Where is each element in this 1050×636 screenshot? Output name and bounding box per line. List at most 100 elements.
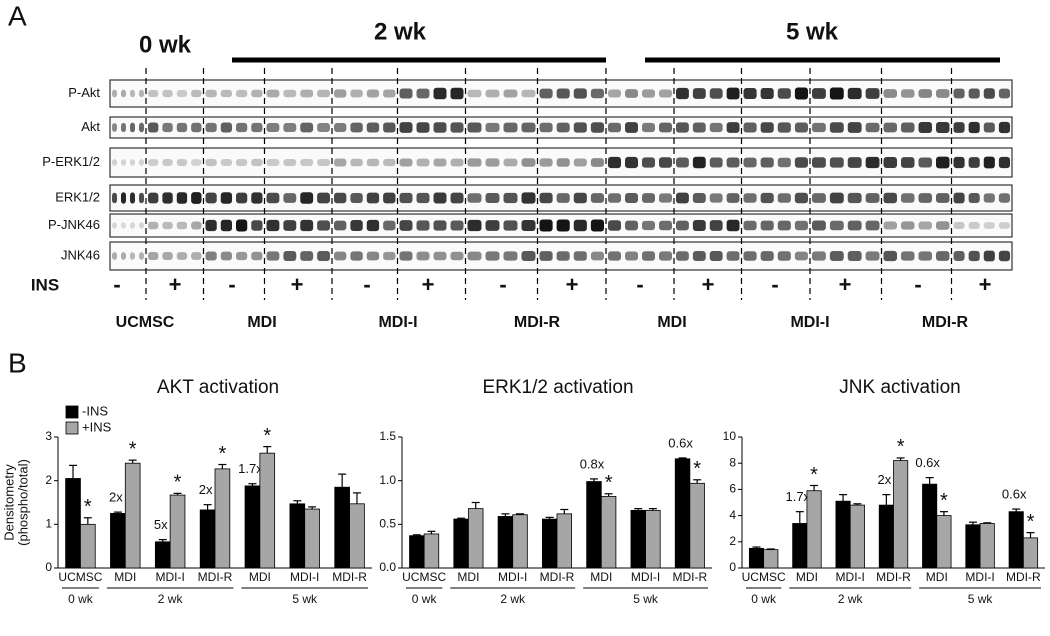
blot-band (573, 251, 587, 261)
x-tick-label: MDI-I (965, 570, 994, 584)
blot-band (709, 250, 723, 262)
y-tick-label: 3 (45, 429, 52, 443)
blot-band (112, 89, 117, 98)
y-tick-label: 1.5 (379, 429, 396, 443)
blot-band (350, 192, 363, 204)
group-label: MDI (657, 314, 686, 331)
blot-band (148, 89, 159, 98)
y-axis-label: (phospho/total) (15, 459, 30, 546)
period-label: 0 wk (412, 592, 438, 606)
blot-band (539, 158, 553, 167)
period-label: 2 wk (838, 592, 864, 606)
blot-band (812, 88, 826, 99)
blot-band (148, 122, 159, 133)
x-tick-label: MDI-I (498, 570, 527, 584)
blot-band (220, 219, 232, 232)
significance-star: * (693, 458, 701, 480)
blot-band (883, 157, 897, 168)
bar (835, 500, 851, 569)
blot-band (847, 157, 862, 168)
blot-band (709, 122, 723, 133)
blot-band (148, 159, 159, 166)
blot-band (266, 122, 280, 133)
blot-band (692, 220, 706, 231)
fold-label: 5x (154, 517, 168, 532)
bar (409, 535, 425, 569)
y-tick-label: 0.0 (379, 560, 396, 574)
blot-band (794, 251, 808, 261)
blot-band (236, 89, 248, 98)
blot-band (983, 156, 995, 169)
group-label: MDI (247, 314, 276, 331)
blot-band (760, 192, 774, 204)
bar (792, 523, 808, 569)
blot-band (251, 158, 263, 167)
blot-band (503, 192, 518, 204)
blot-band (726, 157, 740, 168)
blot-band (205, 122, 217, 133)
blot-band (556, 122, 570, 133)
blot-band (220, 89, 232, 98)
blot-band (608, 156, 621, 169)
blot-band (350, 220, 363, 231)
blot-band (625, 156, 638, 169)
blot-band (139, 89, 144, 98)
bar (600, 495, 617, 569)
blot-band (121, 252, 126, 260)
blot-band (692, 250, 706, 262)
bar (199, 509, 216, 569)
blot-band (503, 251, 518, 261)
blot-band (317, 123, 330, 132)
blot-band (399, 192, 413, 204)
blot-band (901, 251, 915, 261)
blot-band (676, 220, 689, 231)
blot-band (220, 159, 232, 166)
bar (1022, 537, 1039, 569)
bar (124, 462, 141, 569)
blot-band (366, 122, 380, 133)
y-tick-label: 8 (729, 455, 736, 469)
x-tick-label: MDI-I (290, 570, 319, 584)
bar (849, 504, 865, 569)
ins-sign: - (363, 272, 370, 297)
bar (334, 486, 350, 569)
blot-band (642, 157, 655, 168)
blot-band (812, 251, 826, 261)
blot-band (847, 251, 862, 261)
blot-band (794, 192, 808, 204)
significance-star: * (810, 464, 818, 486)
blot-band (205, 251, 217, 261)
y-tick-label: 10 (723, 429, 737, 443)
blot-band (918, 193, 932, 203)
ins-sign: - (113, 272, 120, 297)
blot-band (366, 158, 380, 167)
x-tick-label: MDI-I (631, 570, 660, 584)
bar (259, 452, 276, 569)
ins-sign: + (169, 272, 182, 297)
bar (979, 523, 995, 569)
timepoint-label: 0 wk (139, 31, 192, 58)
blot-band (366, 219, 380, 232)
blot-band (350, 89, 363, 98)
blot-band (777, 122, 791, 133)
blot-band (283, 250, 297, 262)
significance-star: * (605, 472, 613, 494)
blot-band (556, 158, 570, 167)
bar (674, 458, 691, 569)
blot-band (659, 220, 672, 231)
blot-band (692, 156, 706, 169)
blot-band (283, 220, 297, 231)
blot-band (847, 192, 862, 204)
timepoint-label: 5 wk (786, 18, 839, 45)
blot-band (485, 122, 500, 133)
blot-band (205, 192, 217, 204)
blot-band (642, 89, 655, 98)
blot-band (467, 158, 482, 167)
x-tick-label: MDI (590, 570, 612, 584)
period-label: 5 wk (968, 592, 994, 606)
blot-band (236, 192, 248, 204)
blot-band (503, 220, 518, 231)
blot-band (450, 192, 464, 204)
blot-band (139, 159, 144, 166)
blot-band (573, 192, 587, 204)
